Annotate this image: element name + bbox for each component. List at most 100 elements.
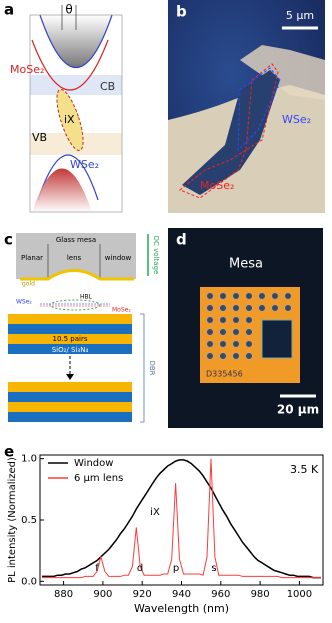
lens-array	[206, 292, 292, 360]
label: DC voltage	[152, 236, 160, 275]
lens-dot	[271, 292, 279, 300]
wse2-outline	[237, 67, 281, 152]
lens-dot	[219, 316, 227, 324]
lens-dot	[219, 292, 227, 300]
ix-ellipse	[56, 88, 84, 152]
lens-dot	[206, 352, 214, 360]
label: Mesa	[229, 257, 263, 272]
label: WSe₂	[70, 158, 99, 171]
x-tick-label: 920	[133, 589, 152, 600]
lens-dot	[219, 340, 227, 348]
x-axis-label: Wavelength (nm)	[134, 602, 229, 615]
label: MoSe₂	[112, 307, 131, 314]
lens-dot	[271, 304, 279, 312]
scale-label: 5 μm	[286, 9, 314, 22]
label: CB	[100, 80, 115, 93]
hbl-outline	[49, 299, 101, 311]
lens-dot	[232, 304, 240, 312]
lens-dot	[258, 304, 266, 312]
peak-label: p	[173, 563, 179, 574]
label: window	[105, 254, 132, 262]
lens-dot	[245, 340, 253, 348]
peak-label: d	[137, 563, 143, 574]
wse2-vb	[37, 154, 99, 201]
y-tick-label: 0.0	[21, 576, 37, 587]
panel-letter: b	[176, 3, 187, 21]
lens-dot	[206, 328, 214, 336]
label: Planar	[21, 254, 43, 262]
label: gold	[22, 281, 35, 288]
label: MoSe₂	[10, 63, 44, 76]
dbr	[8, 313, 145, 423]
lens-dot	[219, 328, 227, 336]
panel-letter: e	[4, 443, 14, 461]
lower-band	[32, 168, 92, 212]
panel-letter: c	[4, 231, 13, 249]
heterostructure	[182, 70, 280, 195]
panel-a: a θ MoSe₂ CB iX VB WSe₂	[4, 1, 123, 213]
lens-dot	[245, 304, 253, 312]
x-tick-label: 960	[211, 589, 230, 600]
panel-letter: d	[176, 231, 187, 249]
label: WSe₂	[16, 299, 32, 306]
series-line	[42, 458, 321, 579]
label: θ	[65, 3, 72, 17]
x-tick-label: 940	[172, 589, 191, 600]
gold	[20, 269, 134, 281]
y-tick-label: 0.5	[21, 515, 37, 526]
panel-letter: a	[4, 1, 14, 19]
flake	[240, 45, 325, 100]
window	[261, 319, 293, 359]
panel-d: d Mesa D335456 20 μm	[168, 228, 323, 428]
annotation: 3.5 K	[290, 463, 319, 476]
x-tick-label: 900	[93, 589, 112, 600]
peak-label: f	[95, 563, 99, 574]
lens-dot	[232, 328, 240, 336]
label: WSe₂	[282, 113, 311, 126]
label: DBR	[148, 360, 156, 375]
x-tick-label: 980	[251, 589, 270, 600]
label: VB	[32, 131, 47, 144]
lens-dot	[206, 292, 214, 300]
lens-dot	[284, 304, 292, 312]
lens-dot	[232, 352, 240, 360]
label: iX	[64, 113, 75, 126]
y-axis-label: PL intensity (Normalized)	[7, 457, 18, 583]
panel-b: b 5 μm WSe₂ MoSe₂	[168, 0, 325, 213]
lens-dot	[284, 292, 292, 300]
label: HBL	[80, 294, 93, 301]
peak-label: s	[211, 563, 216, 574]
label: MoSe₂	[200, 179, 234, 192]
legend-label: Window	[74, 458, 113, 469]
x-tick-label: 880	[54, 589, 73, 600]
lens-dot	[232, 292, 240, 300]
lens-dot	[245, 328, 253, 336]
lens-dot	[245, 352, 253, 360]
mose2-cb	[31, 39, 109, 91]
lens-dot	[219, 352, 227, 360]
y-tick-label: 1.0	[21, 454, 37, 465]
label: 10.5 pairs	[52, 335, 87, 343]
wse2-cb	[39, 14, 113, 69]
lens-dot	[219, 304, 227, 312]
chart: 880 900 920 940 960 980 1000 0.0 0.5 1.0 Wavelengt…	[7, 454, 324, 615]
lens-dot	[258, 292, 266, 300]
panel-c: c Glass mesa Planar lens window gold DC …	[4, 231, 160, 423]
legend-label: 6 μm lens	[74, 473, 123, 484]
lens-dot	[232, 316, 240, 324]
scale-label: 20 μm	[277, 403, 319, 417]
lens-dot	[206, 304, 214, 312]
x-tick-label: 1000	[287, 589, 312, 600]
series-line	[42, 459, 321, 579]
label: Glass mesa	[56, 236, 96, 244]
label: lens	[67, 254, 82, 262]
lens-dot	[206, 340, 214, 348]
lens-dot	[245, 292, 253, 300]
mose2-outline	[179, 148, 248, 199]
lens-dot	[232, 340, 240, 348]
peak-label: iX	[150, 507, 160, 518]
label: D335456	[206, 370, 243, 379]
label: SiO₂/ Si₃N₄	[52, 346, 89, 354]
lens-dot	[206, 316, 214, 324]
